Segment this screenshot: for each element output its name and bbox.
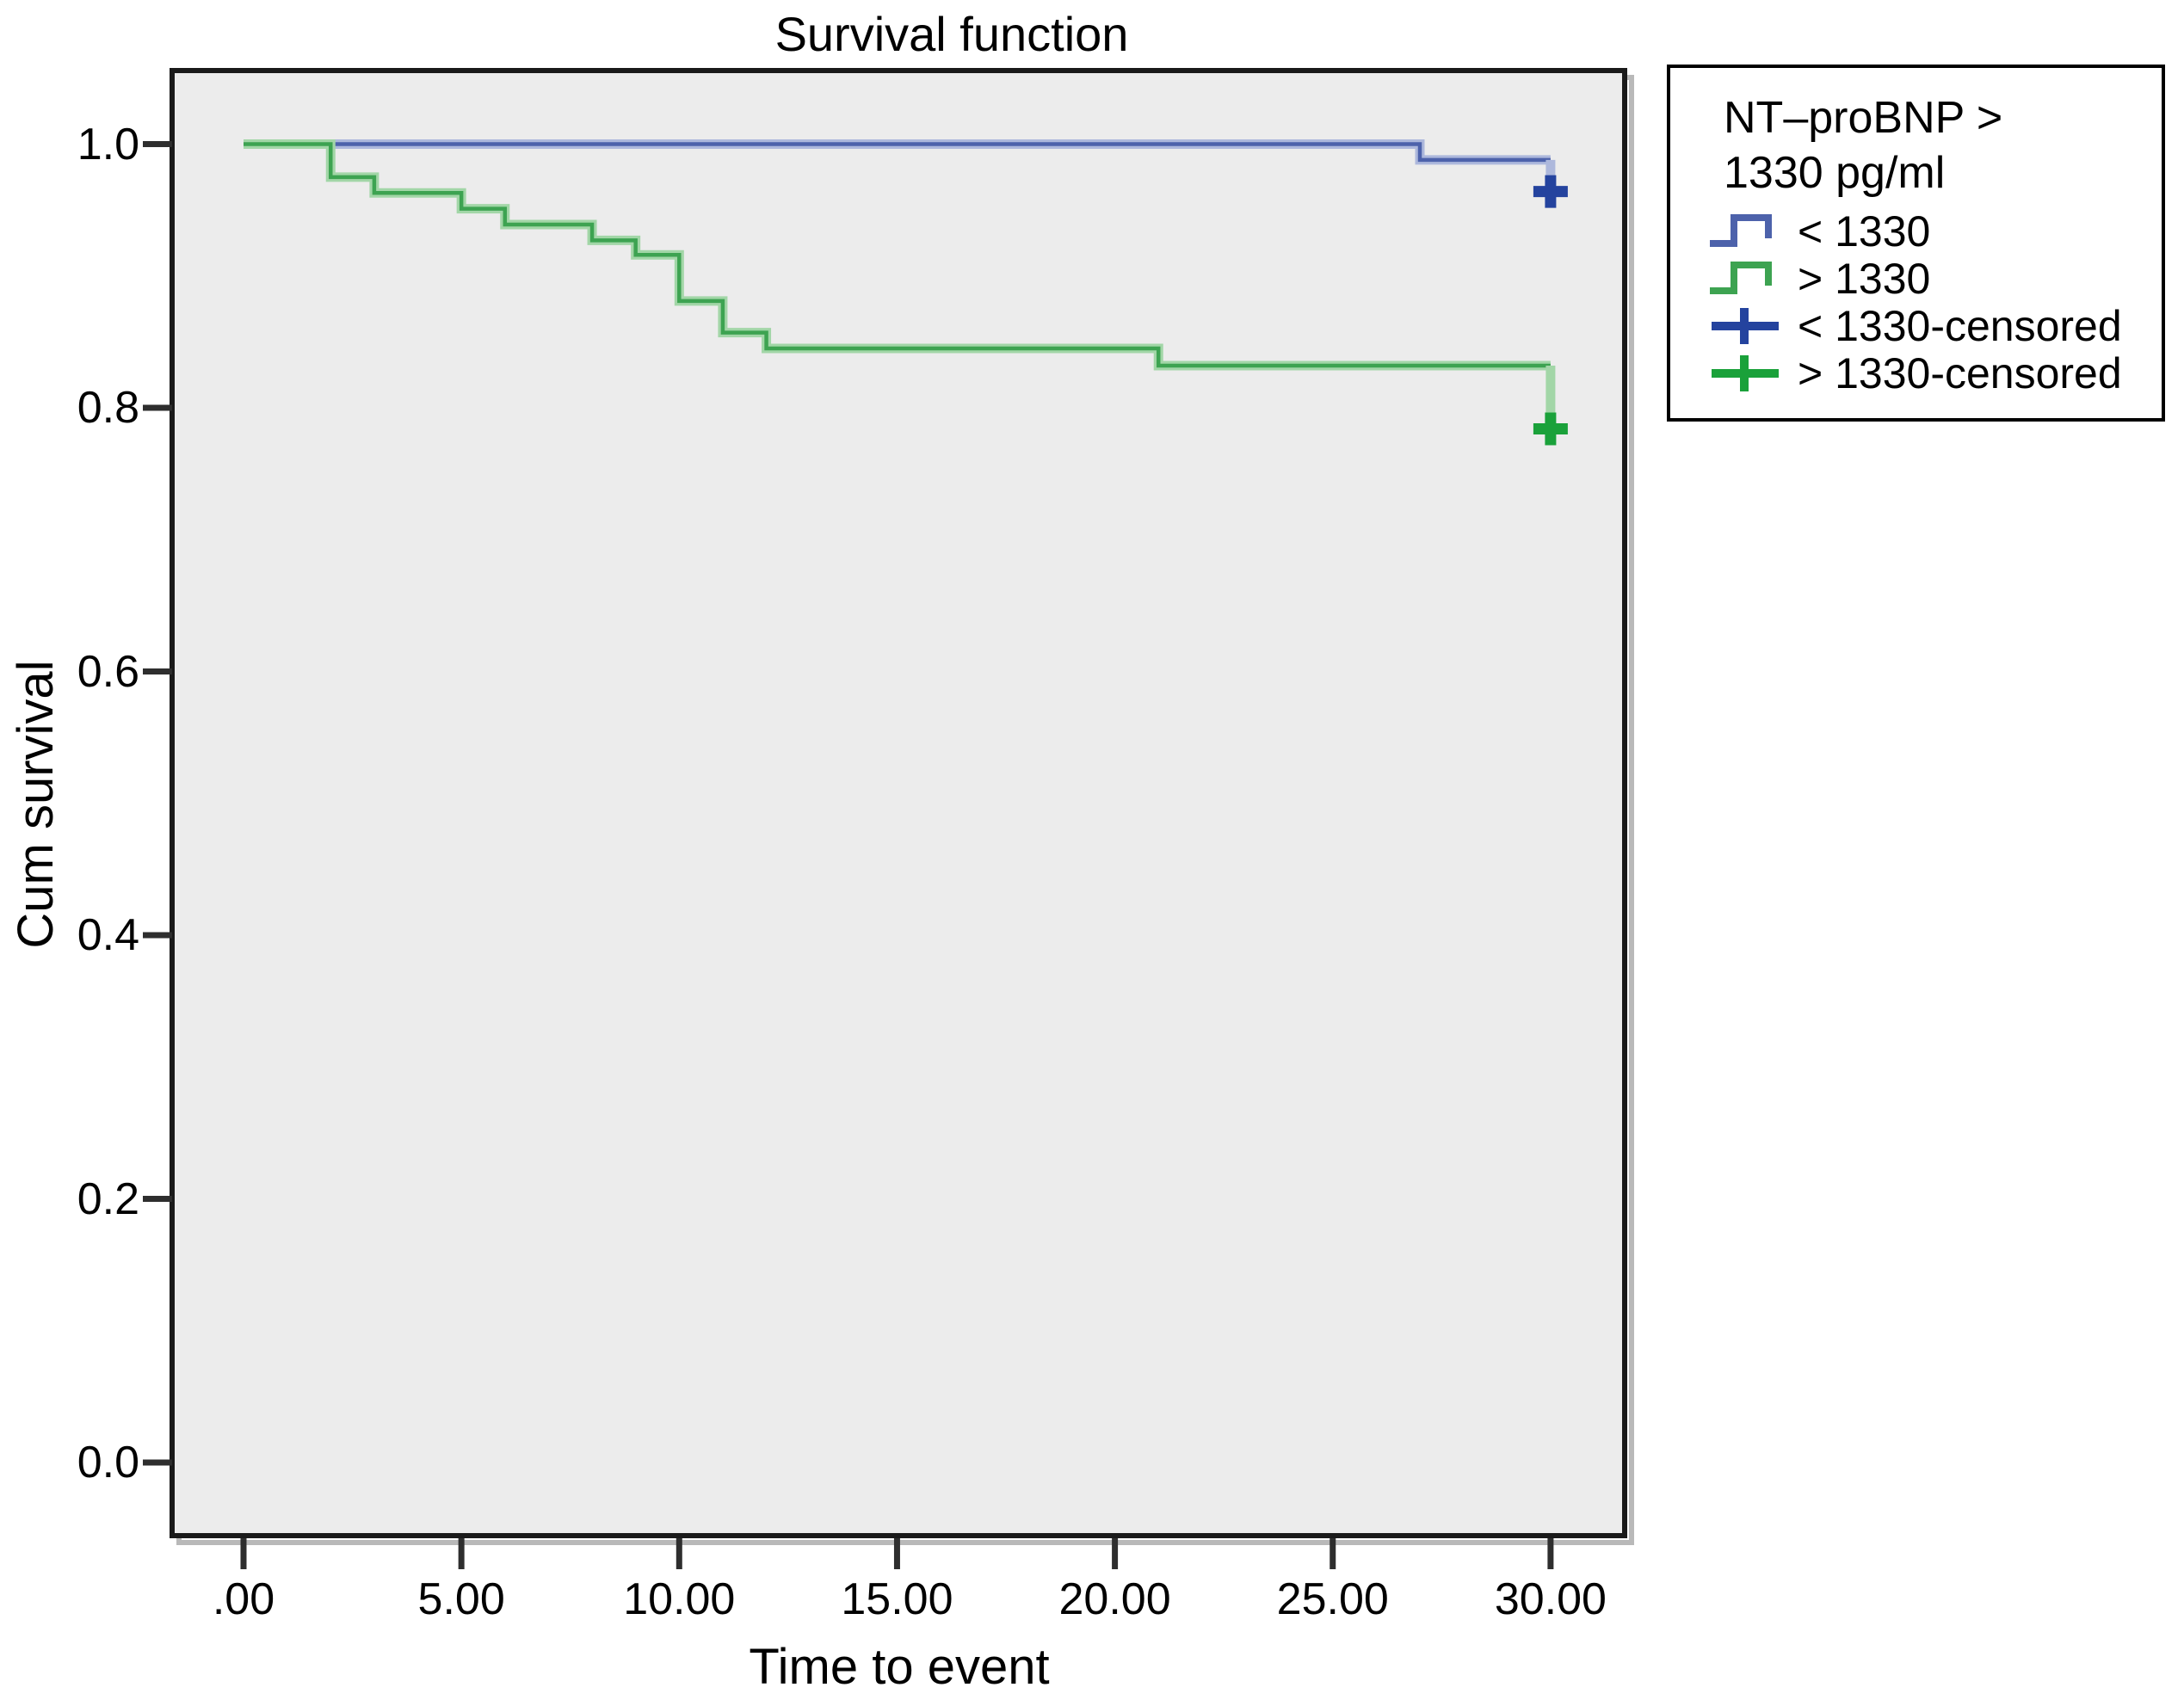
x-tick-label: 10.00 — [623, 1574, 736, 1624]
chart-title: Survival function — [774, 7, 1129, 61]
legend-item-label: < 1330 — [1798, 206, 1931, 256]
survival-curve-gt1330 — [244, 142, 1551, 368]
x-tick-label: .00 — [212, 1574, 275, 1624]
survival-curve-lt1330 — [244, 142, 1551, 163]
y-tick-label: 0.2 — [77, 1173, 139, 1224]
legend: NT–proBNP > 1330 pg/ml < 1330 > 1330 < 133… — [1667, 65, 2165, 422]
legend-item: < 1330 — [1706, 206, 2162, 256]
x-tick-label: 30.00 — [1494, 1574, 1607, 1624]
plus-censored-icon — [1712, 355, 1779, 391]
legend-item-label: < 1330-censored — [1798, 301, 2122, 350]
legend-items: < 1330 > 1330 < 1330-censored > 1330-censor… — [1670, 207, 2162, 397]
legend-item-label: > 1330-censored — [1798, 348, 2122, 397]
x-tick-label: 25.00 — [1276, 1574, 1389, 1624]
y-axis-title: Cum survival — [8, 660, 64, 949]
legend-item: > 1330 — [1706, 254, 2162, 303]
step-line-icon — [1710, 214, 1772, 247]
y-tick-label: 0.8 — [77, 383, 139, 433]
plot-box — [170, 68, 1627, 1538]
legend-item-label: > 1330 — [1798, 254, 1931, 303]
legend-title: NT–proBNP > 1330 pg/ml — [1724, 90, 2162, 200]
x-axis-title: Time to event — [749, 1639, 1050, 1695]
legend-title-line1: NT–proBNP > — [1724, 93, 2003, 143]
legend-title-line2: 1330 pg/ml — [1724, 148, 1946, 198]
y-tick-label: 0.6 — [77, 646, 139, 697]
x-tick-label: 20.00 — [1058, 1574, 1171, 1624]
legend-item: < 1330-censored — [1706, 301, 2162, 350]
x-tick-label: 5.00 — [417, 1574, 505, 1624]
y-tick-label: 0.4 — [77, 910, 139, 960]
x-tick-label: 15.00 — [841, 1574, 953, 1624]
plus-censored-icon — [1712, 308, 1779, 344]
y-tick-label: 0.0 — [77, 1438, 139, 1487]
step-line-icon — [1710, 262, 1772, 294]
y-tick-label: 1.0 — [77, 119, 139, 169]
legend-item: > 1330-censored — [1706, 349, 2162, 397]
